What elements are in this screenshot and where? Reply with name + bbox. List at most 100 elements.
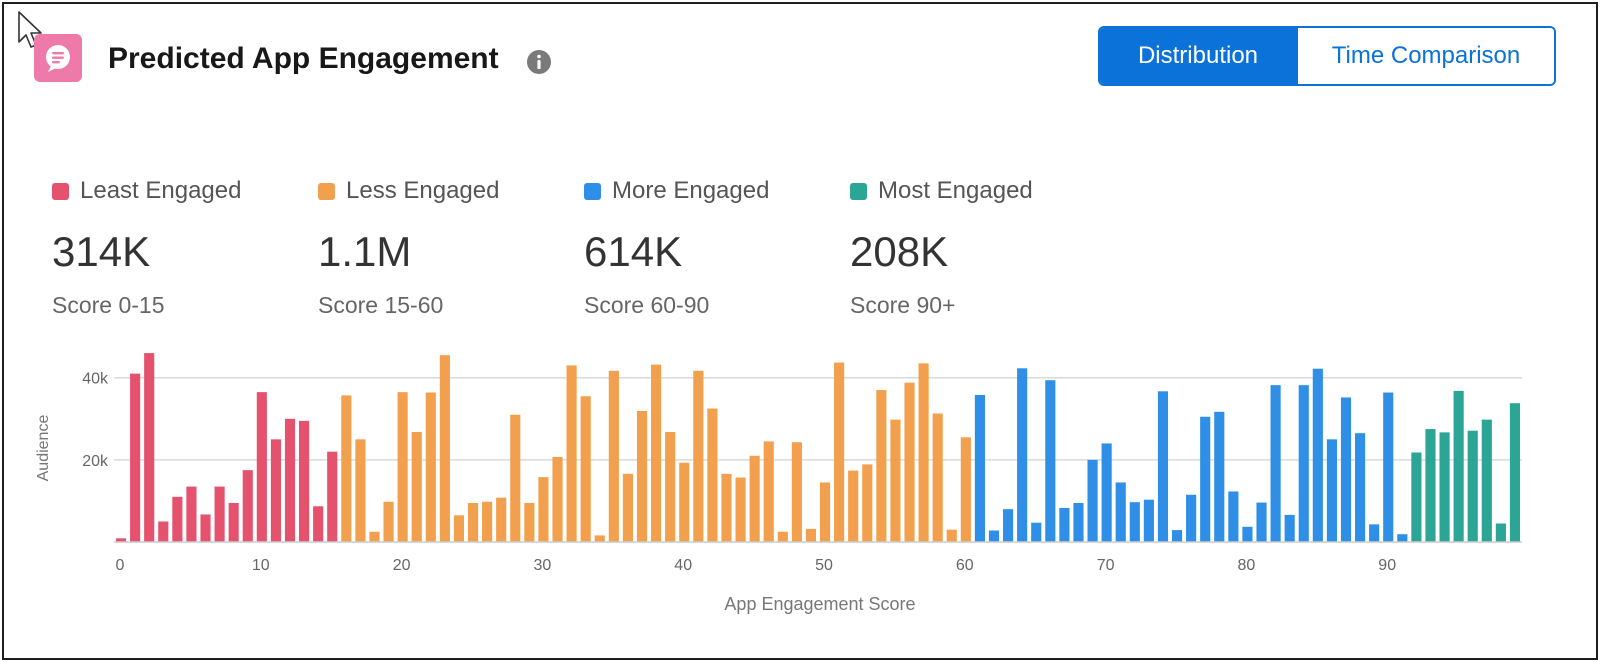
bar [130, 373, 141, 542]
bar [566, 365, 577, 542]
legend-range: Score 90+ [850, 292, 956, 318]
legend-label: Less Engaged [346, 177, 500, 204]
bar [932, 413, 943, 542]
bar [369, 531, 380, 542]
bar [735, 477, 746, 542]
x-axis-label: App Engagement Score [724, 594, 915, 614]
legend-swatch [52, 182, 69, 200]
bar [693, 370, 704, 542]
bar [1214, 411, 1225, 542]
legend-value: 614K [584, 228, 683, 275]
bar [453, 515, 465, 542]
legend-swatch [850, 182, 867, 200]
legend-value: 1.1M [318, 228, 412, 275]
legend-least-engaged[interactable]: Least Engaged 314K Score 0-15 [52, 174, 312, 319]
bar [580, 396, 591, 542]
bar [622, 473, 633, 542]
legend-range: Score 60-90 [584, 292, 710, 318]
bar [1495, 523, 1506, 542]
legend-label: Most Engaged [878, 177, 1033, 204]
bar [1369, 524, 1380, 542]
bar [1439, 432, 1450, 542]
distribution-button[interactable]: Distribution [1100, 28, 1296, 84]
bar [1157, 391, 1169, 542]
bar [946, 529, 957, 542]
bar [214, 486, 225, 542]
bar [665, 431, 676, 542]
x-tick-label: 50 [815, 557, 833, 574]
bar [200, 514, 211, 542]
bar [876, 390, 887, 542]
legend-value: 208K [850, 228, 949, 275]
y-tick-label: 20k [82, 453, 109, 470]
bar [467, 502, 479, 542]
bar [1270, 385, 1281, 542]
bar [791, 442, 802, 542]
bar [848, 470, 859, 542]
legend-less-engaged[interactable]: Less Engaged 1.1M Score 15-60 [318, 174, 578, 319]
bar [1397, 534, 1408, 542]
bar [777, 531, 788, 542]
bar [974, 394, 985, 542]
chat-bubble-icon [34, 34, 82, 82]
bar [341, 395, 352, 542]
legend-more-engaged[interactable]: More Engaged 614K Score 60-90 [584, 174, 844, 319]
engagement-bar-chart: 20k 40k 0 10 20 30 40 50 60 70 80 90 App Engagement … [35, 353, 1522, 614]
bar [1298, 385, 1309, 542]
bar [186, 486, 197, 542]
bar [1509, 403, 1521, 542]
bar [763, 441, 774, 542]
bar [805, 528, 817, 542]
bar [1256, 502, 1267, 542]
bar [1059, 507, 1070, 542]
bar [1411, 452, 1422, 542]
legend-range: Score 0-15 [52, 292, 165, 318]
bar [721, 473, 732, 542]
info-icon[interactable] [526, 49, 552, 75]
bar [256, 392, 267, 542]
legend-swatch [584, 182, 601, 200]
bar [496, 497, 507, 542]
bar [299, 420, 310, 542]
bar [172, 496, 183, 542]
bar [960, 437, 971, 542]
legend-label: Least Engaged [80, 177, 242, 204]
bar [862, 464, 873, 542]
bar [425, 392, 436, 542]
bar [608, 370, 619, 542]
bar [411, 431, 422, 542]
bar [1073, 502, 1084, 542]
bar [890, 419, 901, 542]
bar [1115, 482, 1126, 542]
legend-value: 314K [52, 228, 151, 275]
bar [594, 535, 605, 542]
bar [679, 462, 690, 542]
bar [538, 477, 549, 542]
bar [636, 411, 648, 542]
x-tick-label: 90 [1378, 557, 1396, 574]
x-tick-label: 10 [252, 557, 270, 574]
bar [1467, 430, 1478, 542]
x-tick-label: 30 [534, 557, 552, 574]
bar [228, 502, 239, 542]
x-tick-label: 40 [674, 557, 692, 574]
bar [1228, 491, 1239, 542]
time-comparison-button[interactable]: Time Comparison [1296, 28, 1554, 84]
bar [355, 439, 366, 542]
bar [1143, 499, 1154, 542]
legend-most-engaged[interactable]: Most Engaged 208K Score 90+ [850, 174, 1110, 319]
bar [819, 482, 831, 542]
bar [1200, 416, 1211, 542]
bar [1031, 522, 1042, 542]
bar [115, 538, 127, 542]
legend-range: Score 15-60 [318, 292, 444, 318]
bar [242, 470, 253, 542]
y-tick-label: 40k [82, 371, 109, 388]
bar [1129, 502, 1140, 542]
mouse-cursor-icon [18, 11, 42, 48]
bar [284, 418, 296, 542]
bar [1425, 429, 1436, 542]
bar [397, 392, 408, 542]
bar [834, 362, 845, 542]
x-tick-label: 70 [1097, 557, 1115, 574]
